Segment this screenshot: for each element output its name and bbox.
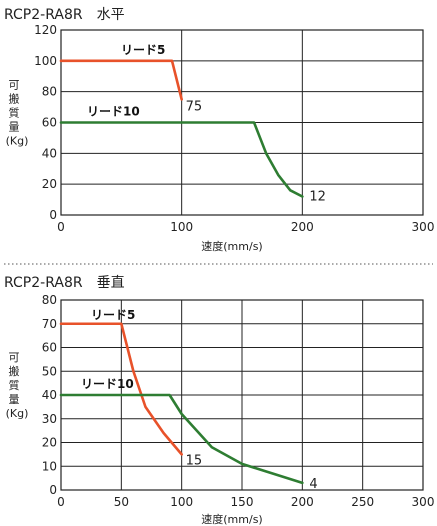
y-axis-label-part: 搬 xyxy=(9,92,20,106)
chart-title: RCP2-RA8R 水平 xyxy=(4,7,125,23)
series-line-1 xyxy=(59,322,183,456)
y-tick-label: 40 xyxy=(42,146,57,160)
y-axis-label-part: 可 xyxy=(9,351,20,364)
y-tick-label: 0 xyxy=(49,483,57,497)
y-axis-label-part: 可 xyxy=(9,79,20,92)
y-axis-label-part: 量 xyxy=(9,121,20,134)
x-tick-label: 200 xyxy=(291,220,314,234)
y-tick-label: 80 xyxy=(42,85,57,99)
chart-title: RCP2-RA8R 垂直 xyxy=(4,274,125,291)
series-end-value-label: 15 xyxy=(186,453,203,468)
x-tick-label: 250 xyxy=(351,495,374,509)
series-end-value-label: 4 xyxy=(309,477,317,492)
chart-panel-1: RCP2-RA8R 水平 0 20 40 60 80 100 120 0 100 200 300 速度(… xyxy=(4,7,434,253)
y-tick-label: 80 xyxy=(42,293,57,307)
y-tick-label: 50 xyxy=(42,364,57,378)
y-axis-label-part: (Kg) xyxy=(6,135,29,148)
x-tick-label: 100 xyxy=(170,495,193,509)
x-tick-label: 300 xyxy=(412,495,435,509)
x-tick-label: 200 xyxy=(291,495,314,509)
series-name-label: リード10 xyxy=(81,377,134,391)
x-tick-label: 0 xyxy=(57,220,65,234)
y-axis-label-part: 搬 xyxy=(9,364,20,378)
y-tick-label: 20 xyxy=(42,177,57,191)
y-axis-label-part: 質 xyxy=(9,378,20,392)
series-line-2 xyxy=(59,121,304,198)
series-name-label: リード5 xyxy=(91,308,135,322)
series-name-label: リード5 xyxy=(121,43,165,57)
x-tick-label: 100 xyxy=(170,220,193,234)
y-tick-label: 40 xyxy=(42,388,57,402)
x-axis-label: 速度(mm/s) xyxy=(201,239,262,253)
series-line-1 xyxy=(59,59,183,101)
series-name-label: リード10 xyxy=(87,105,140,119)
y-tick-label: 70 xyxy=(42,317,57,331)
y-tick-label: 0 xyxy=(49,208,57,222)
x-tick-label: 50 xyxy=(114,495,129,509)
x-tick-label: 150 xyxy=(231,495,254,509)
series-line-2 xyxy=(59,393,304,485)
x-tick-label: 300 xyxy=(412,220,435,234)
y-tick-label: 120 xyxy=(34,23,57,37)
y-tick-label: 30 xyxy=(42,412,57,426)
y-axis-label-part: (Kg) xyxy=(6,407,29,420)
y-tick-label: 20 xyxy=(42,436,57,450)
chart-panel-2: RCP2-RA8R 垂直 0 10 20 30 40 50 60 70 80 0 50 100 150 20… xyxy=(4,274,434,526)
y-tick-label: 60 xyxy=(42,341,57,355)
series-end-value-label: 12 xyxy=(309,190,326,205)
y-axis-label-part: 質 xyxy=(9,106,20,120)
y-axis-label-part: 量 xyxy=(9,393,20,406)
x-tick-label: 0 xyxy=(57,495,65,509)
x-axis-label: 速度(mm/s) xyxy=(201,512,262,526)
y-tick-label: 10 xyxy=(42,459,57,473)
y-tick-label: 60 xyxy=(42,116,57,130)
series-end-value-label: 75 xyxy=(186,99,203,114)
y-tick-label: 100 xyxy=(34,54,57,68)
